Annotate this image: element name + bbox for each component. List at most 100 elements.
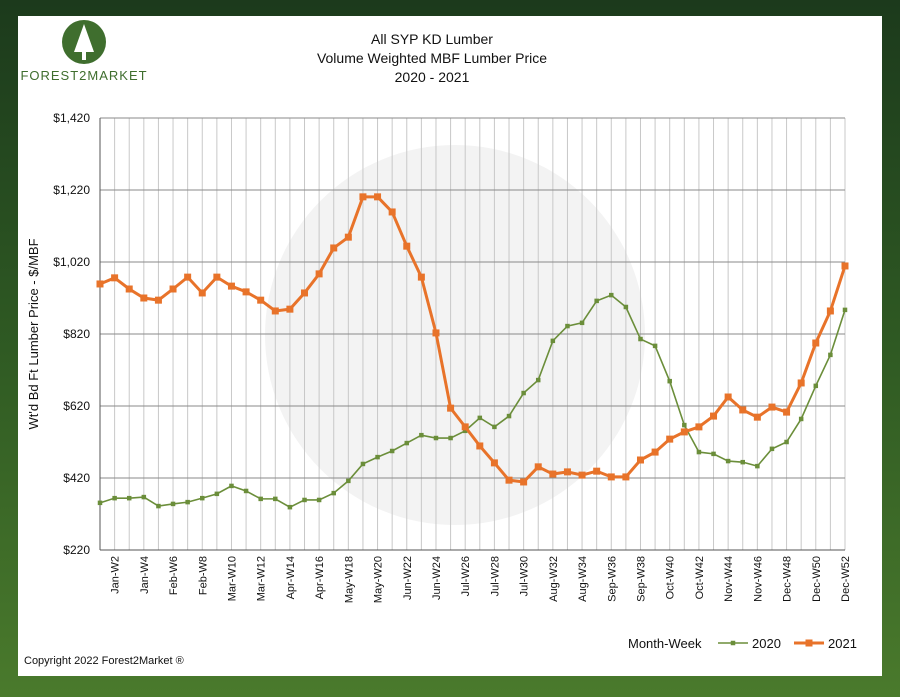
- y-tick-label: $1,020: [53, 255, 90, 269]
- x-tick-label: Feb-W6: [168, 556, 180, 595]
- point: [273, 496, 278, 502]
- point: [301, 289, 309, 297]
- point: [185, 499, 190, 505]
- point: [593, 467, 601, 475]
- point: [286, 305, 294, 313]
- legend-label: 2020: [752, 636, 781, 651]
- point: [710, 412, 718, 420]
- point: [271, 307, 279, 315]
- y-axis-label: Wt'd Bd Ft Lumber Price - $/MBF: [26, 238, 41, 429]
- point: [389, 448, 395, 454]
- point: [330, 244, 338, 252]
- x-tick-label: Dec-W48: [782, 556, 794, 602]
- chart-subtitle: Volume Weighted MBF Lumber Price: [317, 50, 547, 66]
- point: [623, 304, 629, 310]
- x-tick-label: Jun-W24: [431, 556, 443, 600]
- point: [492, 424, 497, 430]
- point: [433, 435, 439, 441]
- point: [200, 495, 205, 501]
- x-axis-label: Month-Week: [628, 636, 702, 651]
- point: [227, 282, 235, 290]
- legend-label: 2021: [828, 636, 857, 651]
- point: [229, 483, 234, 489]
- point: [505, 476, 513, 484]
- point: [768, 403, 776, 411]
- legend-marker: [805, 639, 813, 647]
- x-tick-label: Sep-W38: [635, 556, 647, 602]
- point: [828, 352, 833, 358]
- point: [666, 435, 674, 443]
- logo: [62, 20, 106, 64]
- point: [549, 470, 557, 478]
- point: [636, 456, 644, 464]
- point: [359, 193, 367, 201]
- point: [563, 468, 571, 476]
- point: [214, 491, 220, 497]
- point: [784, 439, 789, 445]
- x-tick-label: May-W18: [343, 556, 355, 603]
- point: [126, 495, 132, 501]
- point: [578, 471, 586, 479]
- point: [346, 478, 351, 484]
- point: [198, 289, 206, 297]
- x-tick-label: May-W20: [373, 556, 385, 603]
- y-tick-label: $220: [63, 543, 90, 557]
- point: [841, 262, 849, 270]
- point: [403, 242, 411, 250]
- point: [594, 298, 599, 304]
- point: [506, 413, 512, 419]
- x-tick-label: Dec-W52: [840, 556, 852, 602]
- y-tick-label: $820: [63, 327, 90, 341]
- point: [740, 459, 745, 465]
- x-tick-label: Jun-W22: [402, 556, 414, 600]
- point: [315, 270, 323, 278]
- y-tick-label: $1,420: [53, 111, 90, 125]
- point: [344, 233, 352, 241]
- point: [461, 423, 469, 431]
- x-tick-label: Apr-W16: [314, 556, 326, 599]
- x-tick-label: Jan-W4: [139, 556, 151, 594]
- point: [798, 416, 804, 422]
- y-tick-label: $620: [63, 399, 90, 413]
- point: [695, 423, 703, 431]
- point: [680, 428, 688, 436]
- point: [112, 495, 117, 501]
- point: [725, 458, 731, 464]
- point: [826, 307, 834, 315]
- point: [302, 497, 307, 503]
- point: [755, 463, 760, 469]
- point: [374, 193, 382, 201]
- x-tick-label: Dec-W50: [811, 556, 823, 602]
- chart-title: All SYP KD Lumber: [371, 31, 493, 47]
- x-tick-label: Feb-W8: [197, 556, 209, 595]
- point: [682, 422, 687, 428]
- point: [477, 415, 483, 421]
- point: [141, 494, 147, 500]
- brand: FOREST2MARKET: [20, 68, 147, 83]
- x-tick-label: Jan-W2: [110, 556, 122, 594]
- point: [448, 435, 453, 441]
- x-tick-label: Jul-W26: [460, 556, 472, 596]
- x-tick-label: Jul-W30: [519, 556, 531, 596]
- point: [638, 336, 643, 342]
- x-tick-label: Jul-W28: [489, 556, 501, 596]
- point: [213, 273, 221, 281]
- x-tick-label: Sep-W36: [606, 556, 618, 602]
- point: [842, 307, 848, 313]
- point: [287, 504, 293, 510]
- point: [388, 208, 396, 216]
- point: [154, 296, 162, 304]
- point: [652, 343, 658, 349]
- point: [535, 377, 541, 383]
- point: [813, 383, 819, 389]
- copyright: Copyright 2022 Forest2Market ®: [24, 655, 184, 667]
- watermark: [265, 145, 645, 525]
- point: [609, 292, 614, 298]
- point: [534, 463, 542, 471]
- series-line: [99, 294, 846, 509]
- point: [711, 451, 716, 457]
- point: [521, 390, 526, 396]
- point: [739, 406, 747, 414]
